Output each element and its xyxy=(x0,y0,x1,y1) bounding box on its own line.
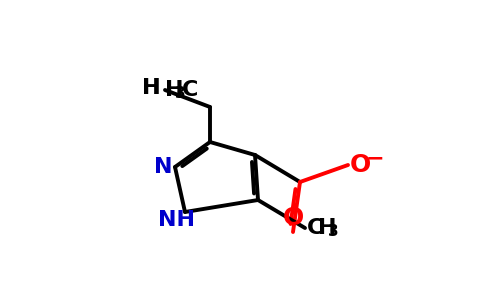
Text: O: O xyxy=(282,206,303,230)
Text: NH: NH xyxy=(158,210,196,230)
Text: H: H xyxy=(318,218,336,238)
Text: C: C xyxy=(182,80,198,100)
Text: −: − xyxy=(366,148,385,168)
Text: O: O xyxy=(350,153,371,177)
Text: C: C xyxy=(307,218,323,238)
Text: H: H xyxy=(165,80,183,100)
Text: N: N xyxy=(154,157,172,177)
Text: 3: 3 xyxy=(328,224,339,238)
Text: H: H xyxy=(142,78,161,98)
Text: 3: 3 xyxy=(175,85,186,100)
Text: H: H xyxy=(142,78,161,98)
